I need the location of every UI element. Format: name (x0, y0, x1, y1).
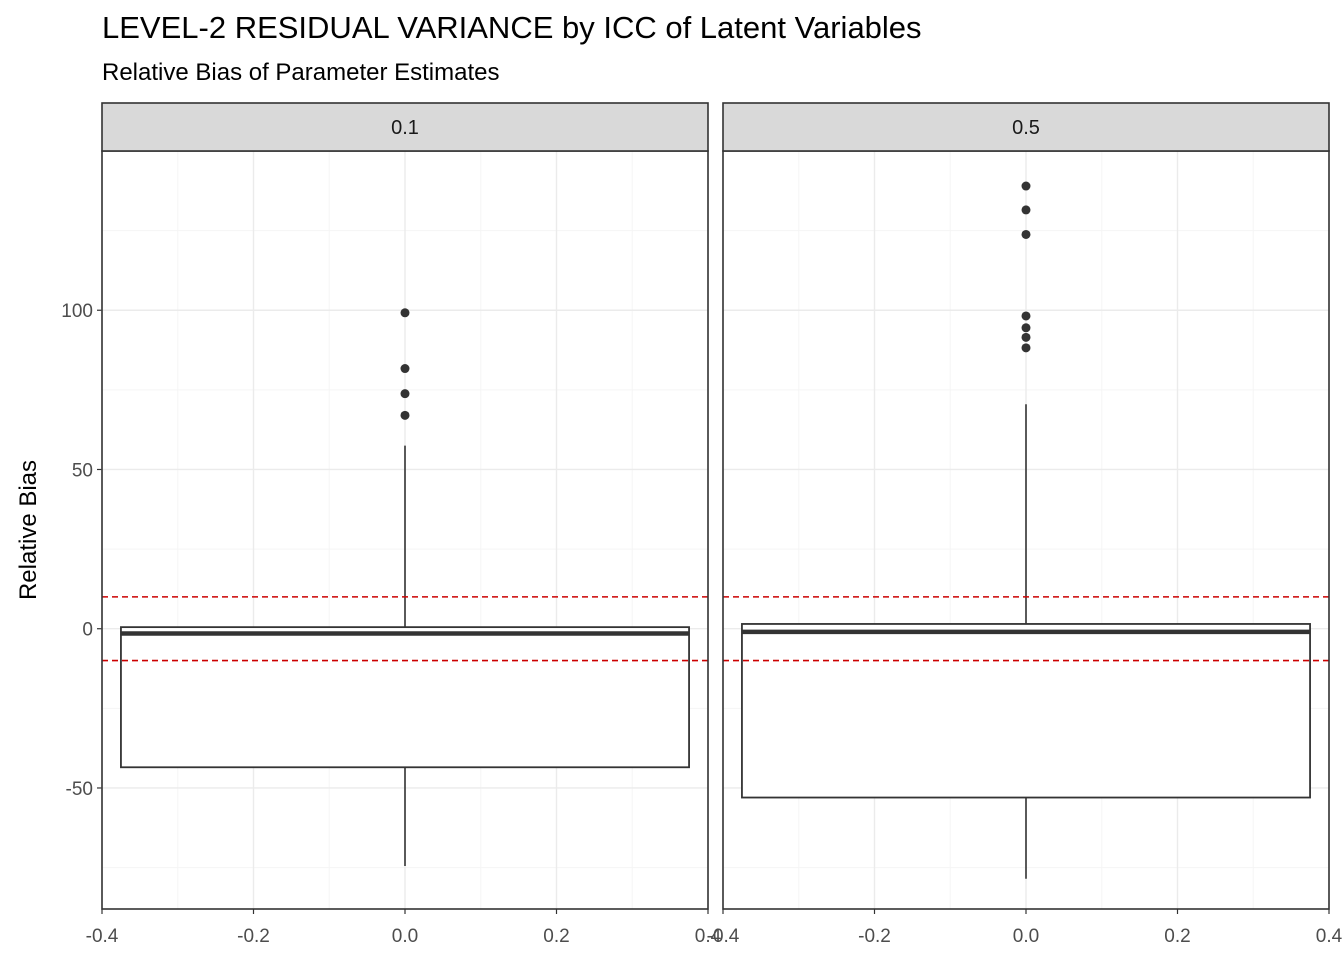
facet-panel-0.1: 0.1 -0.4 -0.2 0.0 0.2 0.4 (86, 102, 722, 947)
outlier-point (400, 410, 410, 420)
x-tick-label: -0.4 (707, 926, 740, 947)
outlier-point (400, 308, 410, 318)
outlier-point (1021, 205, 1031, 215)
facet-strip-label: 0.1 (391, 117, 419, 139)
y-tick-label: 50 (72, 460, 93, 481)
outlier-point (1021, 311, 1031, 321)
x-tick-label: 0.0 (392, 926, 418, 947)
outlier-point (1021, 229, 1031, 239)
outlier-point (400, 389, 410, 399)
outlier-point (1021, 332, 1031, 342)
x-tick-label: -0.4 (86, 926, 119, 947)
outlier-point (1021, 343, 1031, 353)
facet-panels: -50 0 50 100 0.1 -0.4 -0.2 0.0 0.2 0.4 0.5 -0.4 -0.2… (61, 102, 1343, 947)
x-tick-label: 0.4 (1316, 926, 1343, 947)
facet-panel-0.5: 0.5 -0.4 -0.2 0.0 0.2 0.4 (707, 102, 1343, 947)
y-tick-label: 0 (82, 620, 93, 641)
chart-title: LEVEL-2 RESIDUAL VARIANCE by ICC of Late… (102, 10, 922, 45)
y-tick-label: 100 (61, 301, 93, 322)
chart-subtitle: Relative Bias of Parameter Estimates (102, 59, 500, 86)
y-axis-title: Relative Bias (15, 460, 42, 600)
facet-strip (101, 102, 709, 152)
x-tick-label: 0.2 (1164, 926, 1190, 947)
facet-strip-label: 0.5 (1012, 117, 1040, 139)
x-tick-label: 0.0 (1013, 926, 1039, 947)
x-tick-label: -0.2 (237, 926, 270, 947)
x-tick-label: 0.4 (695, 926, 722, 947)
facet-strip (722, 102, 1330, 152)
box (741, 623, 1311, 799)
y-tick-label: -50 (66, 779, 93, 800)
x-tick-label: 0.2 (543, 926, 569, 947)
box (120, 626, 690, 769)
outlier-point (1021, 181, 1031, 191)
x-tick-label: -0.2 (858, 926, 891, 947)
outlier-point (1021, 323, 1031, 333)
outlier-point (400, 364, 410, 374)
